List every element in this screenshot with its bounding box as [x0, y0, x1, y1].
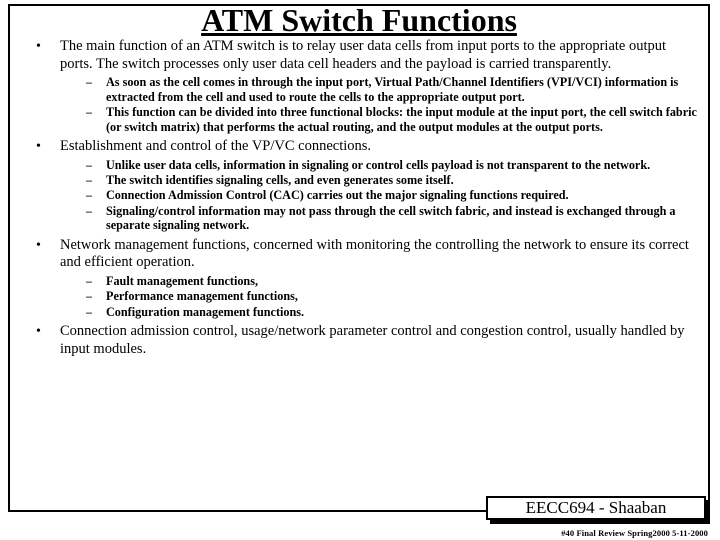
- bullet-text: Network management functions, concerned …: [60, 237, 700, 272]
- bullet-item: Connection admission control, usage/netw…: [36, 323, 700, 358]
- bullet-item: Establishment and control of the VP/VC c…: [36, 138, 700, 233]
- sub-item: As soon as the cell comes in through the…: [86, 75, 700, 104]
- sub-item: This function can be divided into three …: [86, 105, 700, 134]
- sub-text: Connection Admission Control (CAC) carri…: [106, 188, 700, 202]
- slide-footer: #40 Final Review Spring2000 5-11-2000: [561, 528, 708, 538]
- sub-item: Fault management functions,: [86, 274, 700, 288]
- sub-item: Connection Admission Control (CAC) carri…: [86, 188, 700, 202]
- sub-text: Unlike user data cells, information in s…: [106, 158, 700, 172]
- sub-list: Fault management functions, Performance …: [60, 274, 700, 319]
- bullet-text: Connection admission control, usage/netw…: [60, 323, 700, 358]
- badge-box: EECC694 - Shaaban: [486, 496, 706, 520]
- course-badge: EECC694 - Shaaban: [486, 496, 710, 524]
- bullet-item: Network management functions, concerned …: [36, 237, 700, 320]
- bullet-item: The main function of an ATM switch is to…: [36, 38, 700, 134]
- sub-text: Fault management functions,: [106, 274, 700, 288]
- bullet-text: Establishment and control of the VP/VC c…: [60, 138, 700, 156]
- sub-text: The switch identifies signaling cells, a…: [106, 173, 700, 187]
- sub-item: Signaling/control information may not pa…: [86, 204, 700, 233]
- sub-text: As soon as the cell comes in through the…: [106, 75, 700, 104]
- sub-item: Configuration management functions.: [86, 305, 700, 319]
- bullet-list: The main function of an ATM switch is to…: [18, 38, 700, 359]
- sub-item: Unlike user data cells, information in s…: [86, 158, 700, 172]
- slide: ATM Switch Functions The main function o…: [0, 0, 720, 540]
- sub-item: Performance management functions,: [86, 289, 700, 303]
- slide-title: ATM Switch Functions: [18, 4, 700, 36]
- sub-text: Signaling/control information may not pa…: [106, 204, 700, 233]
- sub-list: As soon as the cell comes in through the…: [60, 75, 700, 134]
- sub-text: Configuration management functions.: [106, 305, 700, 319]
- slide-frame: ATM Switch Functions The main function o…: [8, 4, 710, 512]
- sub-text: This function can be divided into three …: [106, 105, 700, 134]
- sub-list: Unlike user data cells, information in s…: [60, 158, 700, 233]
- sub-item: The switch identifies signaling cells, a…: [86, 173, 700, 187]
- bullet-text: The main function of an ATM switch is to…: [60, 38, 700, 73]
- sub-text: Performance management functions,: [106, 289, 700, 303]
